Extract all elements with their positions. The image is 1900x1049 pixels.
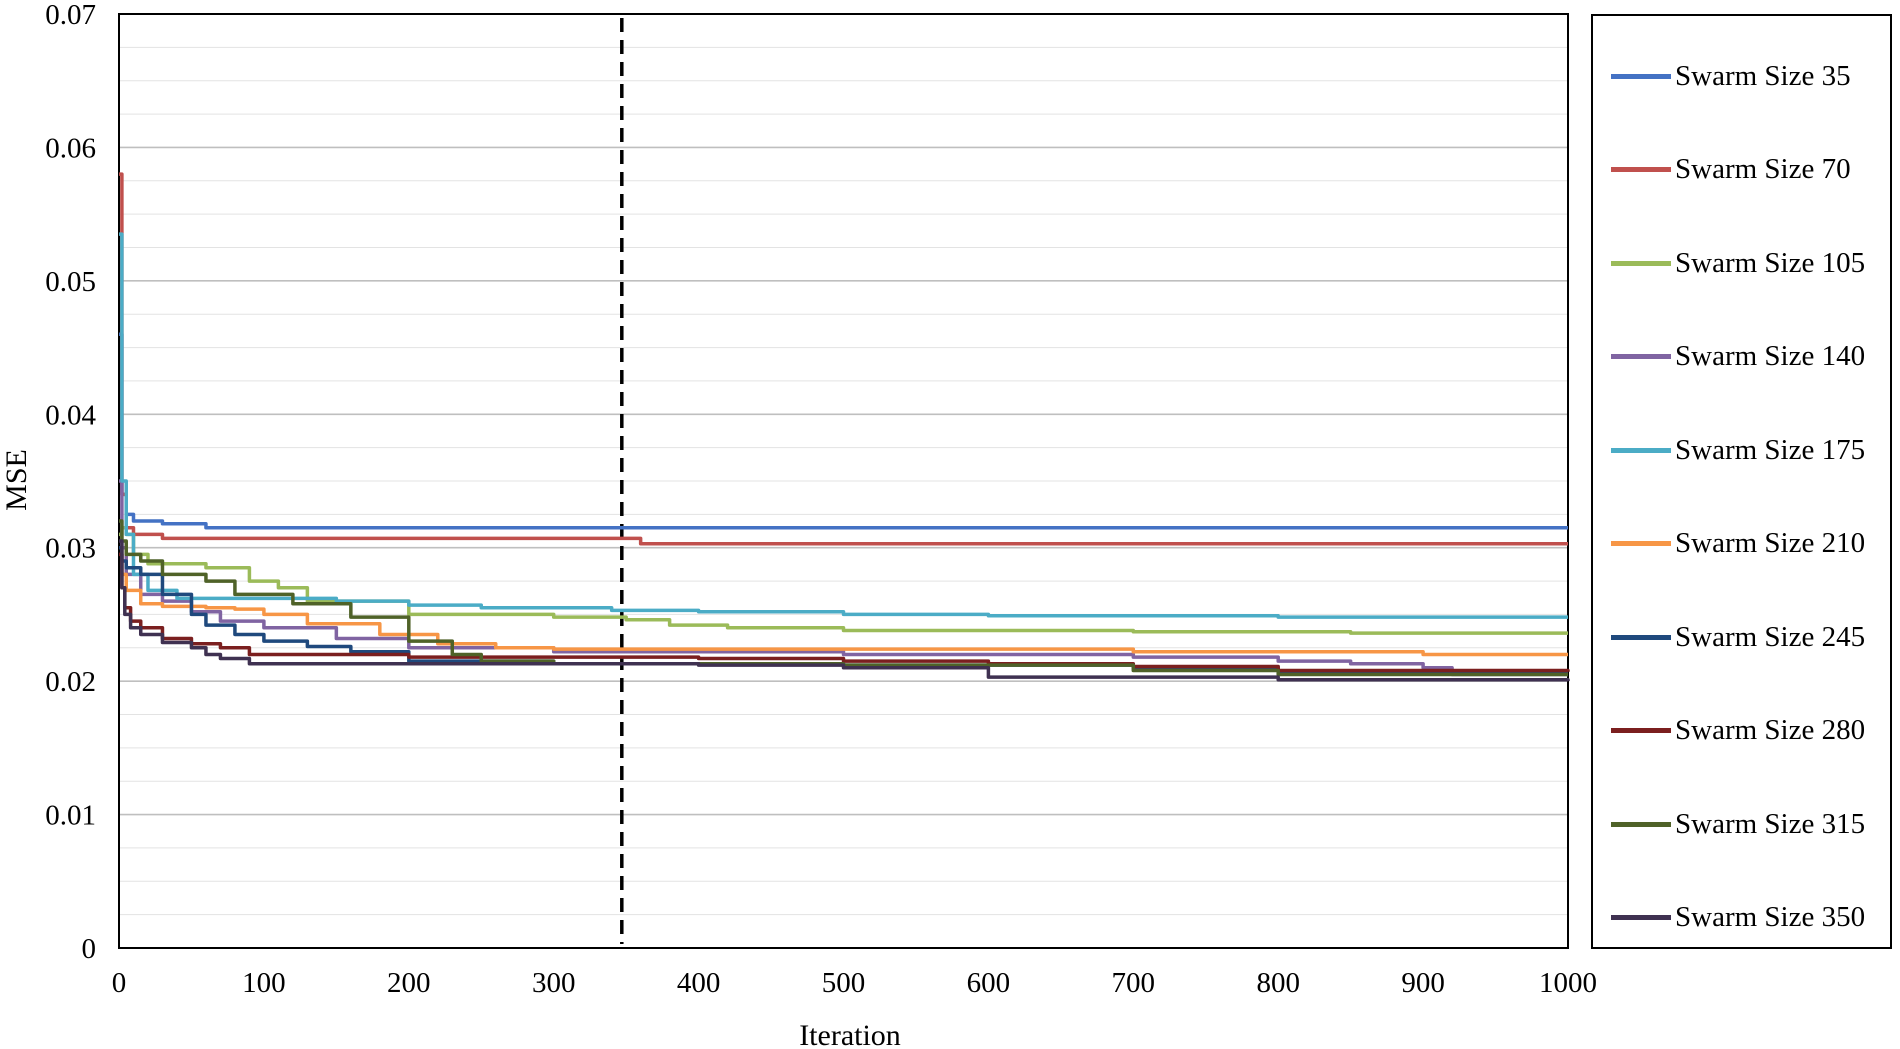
tick-labels: 0 100 200 300 400 500 600 700 800 900 1000 0 0.01 0.0…	[45, 0, 1597, 999]
legend-item: Swarm Size 140	[1611, 337, 1865, 377]
y-tick-label: 0.04	[45, 399, 96, 431]
legend-label: Swarm Size 140	[1675, 340, 1866, 372]
legend-label: Swarm Size 35	[1675, 59, 1851, 92]
x-tick-label: 0	[112, 967, 127, 999]
y-tick-label: 0.01	[45, 800, 96, 832]
x-tick-label: 1000	[1539, 967, 1597, 999]
legend-swatch	[1611, 354, 1671, 359]
legend-label: Swarm Size 105	[1675, 246, 1866, 279]
legend: Swarm Size 35 Swarm Size 70 Swarm Size 105…	[1591, 14, 1892, 949]
legend-label: Swarm Size 70	[1675, 153, 1851, 185]
y-tick-label: 0	[82, 933, 97, 965]
legend-swatch	[1611, 728, 1671, 733]
x-tick-label: 400	[677, 967, 721, 999]
legend-item: Swarm Size 70	[1611, 150, 1851, 190]
x-tick-label: 500	[822, 967, 866, 999]
legend-label: Swarm Size 280	[1675, 714, 1866, 746]
legend-item: Swarm Size 105	[1611, 243, 1865, 283]
series-line-6	[119, 545, 1568, 657]
legend-item: Swarm Size 280	[1611, 711, 1865, 751]
x-tick-label: 100	[242, 967, 286, 999]
y-tick-label: 0.07	[45, 0, 96, 31]
legend-item: Swarm Size 35	[1611, 56, 1851, 96]
x-tick-label: 300	[532, 967, 576, 999]
y-tick-label: 0.03	[45, 533, 96, 565]
legend-item: Swarm Size 210	[1611, 524, 1865, 564]
y-tick-label: 0.06	[45, 132, 96, 164]
x-tick-label: 900	[1401, 967, 1445, 999]
gridlines	[119, 46, 1568, 916]
legend-swatch	[1611, 915, 1671, 920]
legend-swatch	[1611, 447, 1671, 453]
series-line-5	[119, 232, 1568, 619]
legend-swatch	[1611, 167, 1671, 172]
legend-swatch	[1611, 73, 1671, 79]
legend-label: Swarm Size 245	[1675, 620, 1866, 653]
series-line-2	[119, 172, 1568, 546]
legend-item: Swarm Size 175	[1611, 430, 1865, 470]
y-tick-label: 0.02	[45, 666, 96, 698]
series-line-4	[119, 479, 1568, 677]
legend-item: Swarm Size 245	[1611, 617, 1865, 657]
x-tick-label: 800	[1256, 967, 1300, 999]
series-line-1	[119, 332, 1568, 530]
legend-swatch	[1611, 260, 1671, 266]
legend-swatch	[1611, 821, 1671, 827]
x-axis-label: Iteration	[799, 1019, 901, 1049]
legend-item: Swarm Size 350	[1611, 898, 1865, 938]
series-line-10	[119, 539, 1570, 682]
y-tick-label: 0.05	[45, 266, 96, 298]
legend-swatch	[1611, 541, 1671, 546]
legend-swatch	[1611, 634, 1671, 640]
x-tick-label: 200	[387, 967, 431, 999]
legend-label: Swarm Size 350	[1675, 901, 1866, 933]
y-axis-label: MSE	[0, 449, 33, 511]
series-lines	[119, 172, 1570, 682]
legend-label: Swarm Size 210	[1675, 527, 1866, 559]
x-tick-label: 700	[1112, 967, 1156, 999]
legend-label: Swarm Size 175	[1675, 433, 1866, 466]
x-tick-label: 600	[967, 967, 1011, 999]
legend-item: Swarm Size 315	[1611, 804, 1865, 844]
legend-label: Swarm Size 315	[1675, 807, 1866, 840]
